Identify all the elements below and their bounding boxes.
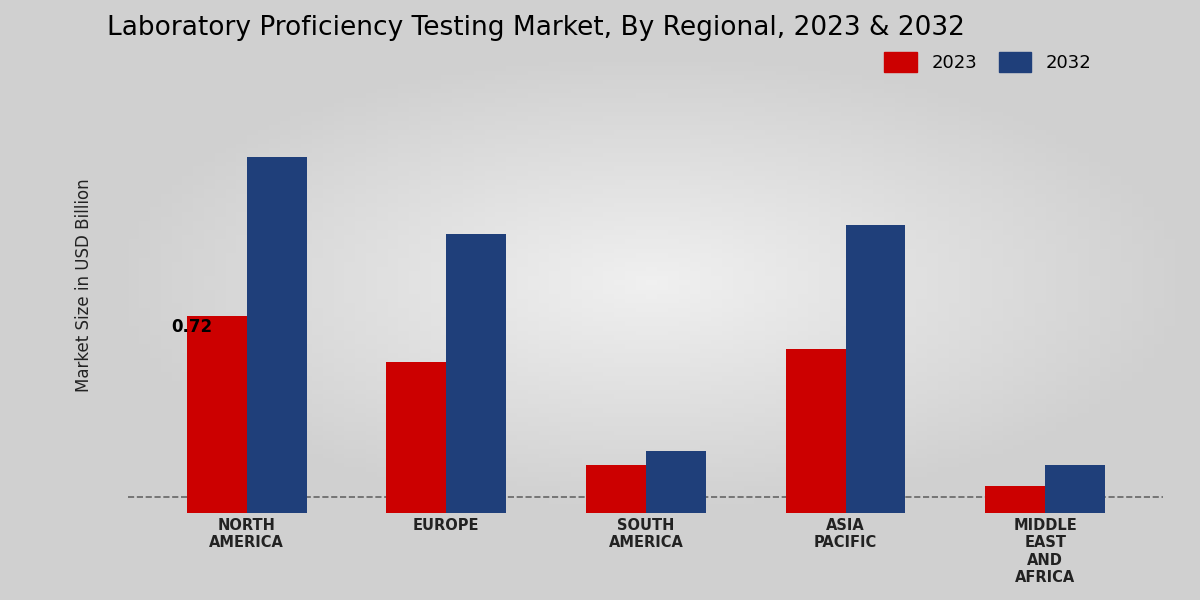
Y-axis label: Market Size in USD Billion: Market Size in USD Billion [74,178,94,392]
Bar [646,451,706,513]
Bar [985,485,1045,513]
Text: 0.72: 0.72 [172,319,212,337]
Bar [187,316,247,513]
Bar [247,157,306,513]
Bar [786,349,846,513]
Bar [1045,465,1105,513]
Bar [386,362,446,513]
Bar [846,226,906,513]
Bar [446,233,506,513]
Bar [586,465,646,513]
Text: Laboratory Proficiency Testing Market, By Regional, 2023 & 2032: Laboratory Proficiency Testing Market, B… [107,15,965,41]
Legend: 2023, 2032: 2023, 2032 [875,43,1100,82]
